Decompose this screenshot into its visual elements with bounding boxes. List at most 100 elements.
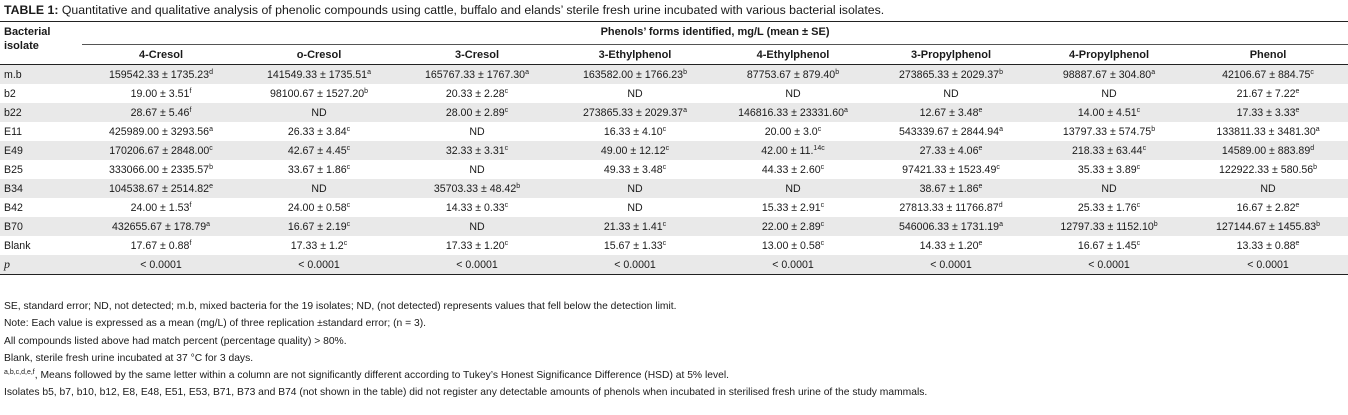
- value-cell: 12.67 ± 3.48e: [872, 103, 1030, 122]
- value-cell: ND: [556, 198, 714, 217]
- mean-se-value: 17.33 ± 1.20: [445, 239, 505, 252]
- table-row: m.b 159542.33 ± 1735.23d 141549.33 ± 1735.…: [0, 64, 1348, 84]
- value-cell: 44.33 ± 2.60c: [714, 160, 872, 179]
- mean-se-value: 127144.67 ± 1455.83: [1216, 220, 1317, 233]
- value-cell: 42.00 ± 11.14c: [714, 141, 872, 160]
- value-cell: ND: [1030, 84, 1188, 103]
- mean-se-value: ND: [469, 125, 485, 138]
- significance-letter: c: [346, 220, 351, 228]
- p-value-cell: < 0.0001: [872, 255, 1030, 275]
- significance-letter: f: [189, 106, 192, 114]
- value-cell: 38.67 ± 1.86e: [872, 179, 1030, 198]
- mean-se-value: 42.00 ± 11.: [761, 144, 814, 157]
- mean-se-value: ND: [627, 87, 643, 100]
- value-cell: 42.67 ± 4.45c: [240, 141, 398, 160]
- mean-se-value: 24.00 ± 0.58: [287, 201, 347, 214]
- value-cell: 14.33 ± 1.20e: [872, 236, 1030, 255]
- column-header: 3-Ethylphenol: [556, 44, 714, 65]
- value-cell: 49.33 ± 3.48c: [556, 160, 714, 179]
- value-cell: 24.00 ± 0.58c: [240, 198, 398, 217]
- value-cell: 20.00 ± 3.0c: [714, 122, 872, 141]
- isolate-cell: E49: [0, 141, 82, 160]
- value-cell: 17.33 ± 1.2c: [240, 236, 398, 255]
- mean-se-value: 218.33 ± 63.44: [1071, 144, 1143, 157]
- mean-se-value: 19.00 ± 3.51: [130, 87, 190, 100]
- isolate-cell: B42: [0, 198, 82, 217]
- footnote: Note: Each value is expressed as a mean …: [4, 315, 927, 332]
- mean-se-value: 35703.33 ± 48.42: [433, 182, 517, 195]
- mean-se-value: 17.67 ± 0.88: [130, 239, 190, 252]
- mean-se-value: 33.67 ± 1.86: [287, 163, 347, 176]
- isolate-cell: m.b: [0, 64, 82, 84]
- table-row: Blank 17.67 ± 0.88f 17.33 ± 1.2c 17.33 ± 1.…: [0, 236, 1348, 255]
- footnote-text: Blank, sterile fresh urine incubated at …: [4, 352, 254, 364]
- value-cell: 25.33 ± 1.76c: [1030, 198, 1188, 217]
- significance-letter: a: [844, 106, 848, 114]
- value-cell: 16.67 ± 2.19c: [240, 217, 398, 236]
- significance-letter: c: [662, 125, 667, 133]
- significance-letter: b: [999, 68, 1003, 76]
- mean-se-value: 26.33 ± 3.84: [287, 125, 347, 138]
- significance-letter: c: [346, 125, 351, 133]
- footnote: Isolates b5, b7, b10, b12, E8, E48, E51,…: [4, 384, 927, 401]
- mean-se-value: ND: [785, 182, 801, 195]
- value-cell: 33.67 ± 1.86c: [240, 160, 398, 179]
- significance-letter: d: [209, 68, 213, 76]
- value-cell: 432655.67 ± 178.79a: [82, 217, 240, 236]
- table-row: B70 432655.67 ± 178.79a 16.67 ± 2.19c ND 21.…: [0, 217, 1348, 236]
- table-footnotes: SE, standard error; ND, not detected; m.…: [4, 298, 927, 402]
- mean-se-value: 32.33 ± 3.31: [445, 144, 505, 157]
- mean-se-value: 16.67 ± 2.82: [1236, 201, 1296, 214]
- significance-letter: c: [1136, 201, 1141, 209]
- value-cell: 127144.67 ± 1455.83b: [1188, 217, 1348, 236]
- significance-letter: b: [516, 182, 521, 190]
- table-row: b2 19.00 ± 3.51f 98100.67 ± 1527.20b 20.33 …: [0, 84, 1348, 103]
- mean-se-value: 24.00 ± 1.53: [130, 201, 190, 214]
- isolate-cell: Blank: [0, 236, 82, 255]
- footnote: Blank, sterile fresh urine incubated at …: [4, 350, 927, 367]
- value-cell: 13.33 ± 0.88e: [1188, 236, 1348, 255]
- mean-se-value: 104538.67 ± 2514.82: [109, 182, 210, 195]
- significance-letter: b: [1316, 220, 1321, 228]
- significance-letter: a: [1151, 68, 1156, 76]
- mean-se-value: 98100.67 ± 1527.20: [269, 87, 365, 100]
- value-cell: 170206.67 ± 2848.00c: [82, 141, 240, 160]
- value-cell: 35703.33 ± 48.42b: [398, 179, 556, 198]
- significance-letter: a: [999, 125, 1003, 133]
- significance-letter: b: [1151, 125, 1156, 133]
- mean-se-value: 15.67 ± 1.33: [603, 239, 663, 252]
- significance-letter: a: [683, 106, 687, 114]
- mean-se-value: ND: [627, 182, 643, 195]
- caption-text: Quantitative and qualitative analysis of…: [61, 3, 885, 17]
- p-value-cell: < 0.0001: [1030, 255, 1188, 275]
- mean-se-value: 16.67 ± 2.19: [287, 220, 347, 233]
- mean-se-value: ND: [311, 106, 327, 119]
- significance-letter: e: [1295, 106, 1300, 114]
- mean-se-value: 87753.67 ± 879.40: [746, 68, 836, 81]
- value-cell: ND: [240, 179, 398, 198]
- p-value-cell: < 0.0001: [240, 255, 398, 275]
- p-label-cell: p: [0, 255, 82, 275]
- significance-letter: e: [1295, 201, 1300, 209]
- mean-se-value: 12797.33 ± 1152.10: [1060, 220, 1154, 233]
- column-header: Phenol: [1188, 44, 1348, 65]
- mean-se-value: 25.33 ± 1.76: [1077, 201, 1137, 214]
- mean-se-value: ND: [311, 182, 327, 195]
- mean-se-value: 22.00 ± 2.89: [761, 220, 821, 233]
- significance-letter: a: [525, 68, 529, 76]
- significance-letter: c: [820, 201, 825, 209]
- value-cell: 35.33 ± 3.89c: [1030, 160, 1188, 179]
- isolate-cell: b22: [0, 103, 82, 122]
- significance-letter: c: [817, 125, 822, 133]
- mean-se-value: 42106.67 ± 884.75: [1222, 68, 1311, 81]
- significance-letter: b: [835, 68, 840, 76]
- mean-se-value: 28.00 ± 2.89: [445, 106, 505, 119]
- value-cell: 22.00 ± 2.89c: [714, 217, 872, 236]
- mean-se-value: 16.33 ± 4.10: [603, 125, 663, 138]
- table-row: B25 333066.00 ± 2335.57b 33.67 ± 1.86c ND 49…: [0, 160, 1348, 179]
- p-value-label: p: [4, 257, 10, 271]
- footnote: a,b,c,d,e,f, Means followed by the same …: [4, 367, 927, 384]
- mean-se-value: ND: [785, 87, 801, 100]
- column-header-row: 4-Cresol o-Cresol 3-Cresol 3-Ethylphenol 4-E…: [0, 44, 1348, 65]
- value-cell: 98887.67 ± 304.80a: [1030, 64, 1188, 84]
